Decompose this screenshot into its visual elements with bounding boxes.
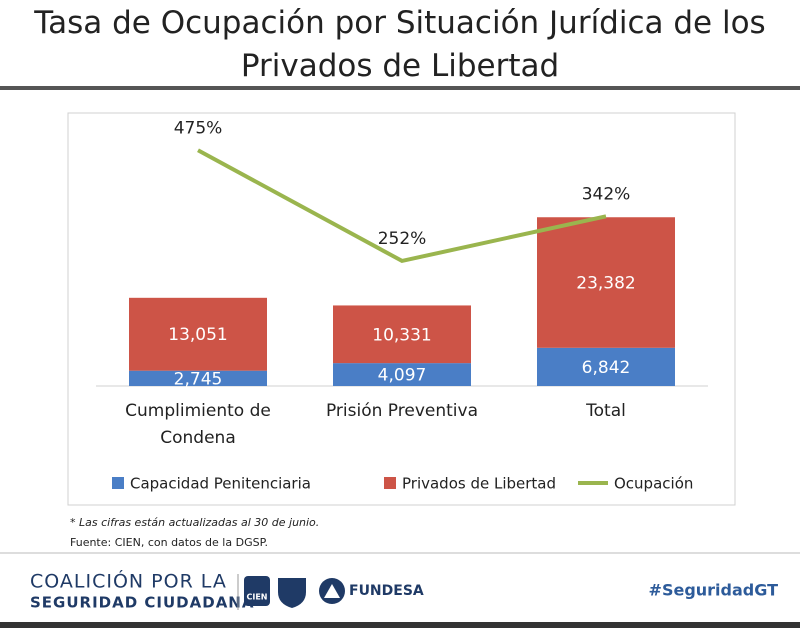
- chart-frame: [67, 112, 736, 506]
- fundesa-label: FUNDESA: [349, 583, 424, 599]
- value-label: 10,331: [372, 325, 431, 345]
- legend-swatch: [112, 477, 124, 489]
- bar-segment: [333, 305, 471, 364]
- value-label: 475%: [174, 118, 223, 138]
- fundesa-logo-mark: [324, 584, 340, 598]
- bar-segment: [333, 363, 471, 386]
- bar-segment: [537, 217, 675, 348]
- bar-segment: [537, 347, 675, 386]
- bar-segment: [129, 370, 267, 386]
- x-tick-label: Prisión Preventiva: [325, 401, 478, 421]
- footnote: * Las cifras están actualizadas al 30 de…: [70, 516, 320, 529]
- cien-label: CIEN: [246, 593, 267, 602]
- title-rule: [0, 86, 800, 90]
- x-tick-label: Total: [586, 401, 626, 421]
- value-label: 2,745: [174, 369, 223, 389]
- coalition-name: SEGURIDAD CIUDADANA: [30, 594, 254, 612]
- legend-label: Ocupación: [614, 475, 693, 493]
- badge-logo: [278, 578, 306, 608]
- source-note: Fuente: CIEN, con datos de la DGSP.: [70, 536, 268, 549]
- value-label: 252%: [378, 229, 427, 249]
- chart-title: Tasa de Ocupación por Situación Jurídica…: [34, 5, 766, 84]
- legend-label: Capacidad Penitenciaria: [130, 475, 311, 493]
- line: [197, 148, 607, 264]
- legend-swatch: [384, 477, 396, 489]
- hashtag: #SeguridadGT: [649, 581, 779, 600]
- coalition-name: COALICIÓN POR LA: [30, 569, 227, 593]
- bottom-rule: [0, 622, 800, 628]
- value-label: 4,097: [378, 366, 427, 386]
- value-label: 342%: [582, 184, 631, 204]
- value-label: 23,382: [576, 274, 635, 294]
- x-tick-label: Cumplimiento de Condena: [125, 401, 271, 448]
- legend-label: Privados de Libertad: [402, 475, 556, 493]
- bar-segment: [129, 297, 267, 371]
- value-label: 6,842: [582, 358, 631, 378]
- value-label: 13,051: [168, 325, 227, 345]
- cien-logo: [244, 576, 270, 606]
